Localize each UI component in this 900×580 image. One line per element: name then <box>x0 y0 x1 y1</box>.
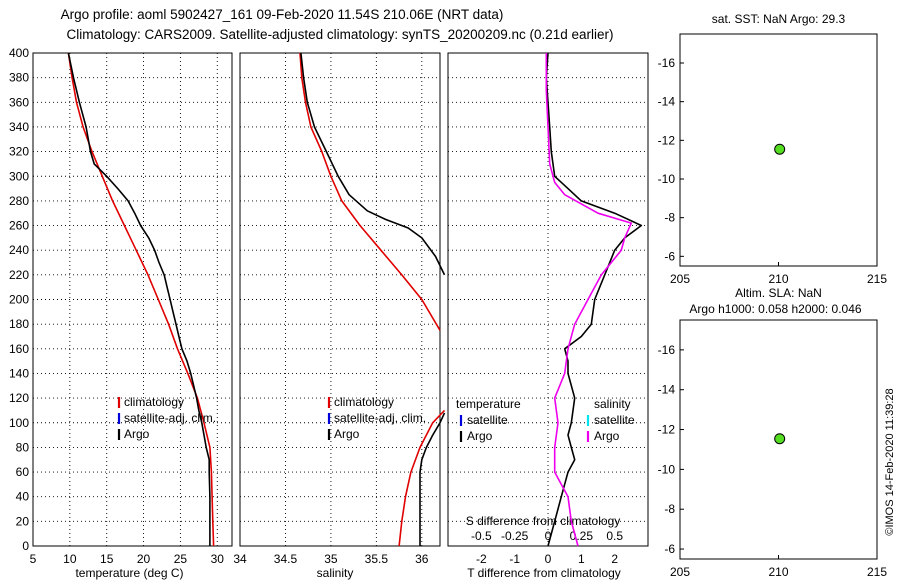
temperature-x-tick-label: 30 <box>211 552 225 566</box>
legend-label: satellite <box>467 413 508 427</box>
title-line-1: Argo profile: aoml 5902427_161 09-Feb-20… <box>61 7 504 22</box>
depth-tick-label: 60 <box>16 465 30 479</box>
sla-y-tick-label: -10 <box>658 462 676 476</box>
salinity-series-argo <box>419 412 446 546</box>
salinity-x-tick-label: 35.5 <box>365 552 389 566</box>
sla-title: Altim. SLA: NaN <box>735 286 822 300</box>
sst-y-tick-label: -8 <box>664 211 675 225</box>
depth-tick-label: 300 <box>9 169 29 183</box>
sla-y-tick-label: -16 <box>658 343 676 357</box>
sla-y-tick-label: -6 <box>664 542 675 556</box>
temperature-x-tick-label: 25 <box>174 552 188 566</box>
temperature-x-axis-label: temperature (deg C) <box>75 566 183 580</box>
sla-x-tick-label: 210 <box>768 565 788 579</box>
sst-y-tick-label: -10 <box>658 172 676 186</box>
salinity-series-climatology <box>398 409 446 547</box>
salinity-x-tick-label: 35 <box>324 552 338 566</box>
depth-tick-label: 400 <box>9 46 29 60</box>
sst-x-tick-label: 215 <box>867 272 887 286</box>
difference-s-tick-label: -0.25 <box>501 529 529 543</box>
temperature-x-tick-label: 5 <box>30 552 37 566</box>
temperature-x-tick-label: 10 <box>63 552 77 566</box>
difference-x-tick-label: -1 <box>509 552 520 566</box>
difference-x-tick-label: 1 <box>578 552 585 566</box>
depth-tick-label: 280 <box>9 194 29 208</box>
legend-label: Argo <box>334 427 360 441</box>
depth-tick-label: 220 <box>9 268 29 282</box>
sst-y-tick-label: -16 <box>658 56 676 70</box>
sst-x-tick-label: 205 <box>670 272 690 286</box>
legend-label: satellite-adj. clim. <box>334 411 426 425</box>
sst-x-tick-label: 210 <box>768 272 788 286</box>
depth-tick-label: 40 <box>16 490 30 504</box>
difference-s-tick-label: 0.5 <box>606 529 623 543</box>
difference-x-tick-label: -2 <box>476 552 487 566</box>
difference-s-tick-label: 0 <box>545 529 552 543</box>
salinity-x-tick-label: 36 <box>415 552 429 566</box>
temperature-x-tick-label: 15 <box>100 552 114 566</box>
legend-label: Argo <box>467 429 493 443</box>
temperature-x-tick-label: 20 <box>137 552 151 566</box>
depth-tick-label: 20 <box>16 514 30 528</box>
sla-x-tick-label: 205 <box>670 565 690 579</box>
salinity-x-tick-label: 34.5 <box>274 552 298 566</box>
temperature-axes <box>32 52 233 547</box>
sst-y-tick-label: -14 <box>658 95 676 109</box>
sla-subtitle: Argo h1000: 0.058 h2000: 0.046 <box>689 302 861 316</box>
depth-tick-label: 260 <box>9 219 29 233</box>
depth-tick-label: 340 <box>9 120 29 134</box>
depth-tick-label: 380 <box>9 71 29 85</box>
legend-label: Argo <box>124 427 150 441</box>
depth-tick-label: 360 <box>9 95 29 109</box>
sla-x-tick-label: 215 <box>867 565 887 579</box>
depth-tick-label: 120 <box>9 391 29 405</box>
sst-y-tick-label: -12 <box>658 133 676 147</box>
sla-y-tick-label: -14 <box>658 383 676 397</box>
legend-title: temperature <box>456 397 521 411</box>
sst-y-tick-label: -6 <box>664 249 675 263</box>
depth-tick-label: 320 <box>9 145 29 159</box>
temperature-series-climatology <box>67 52 215 547</box>
difference-s-tick-label: -0.5 <box>471 529 492 543</box>
sla-position-point <box>774 433 786 445</box>
depth-tick-label: 100 <box>9 416 29 430</box>
depth-tick-label: 80 <box>16 440 30 454</box>
depth-tick-label: 0 <box>22 539 29 553</box>
watermark: ©IMOS 14-Feb-2020 11:39:28 <box>884 388 896 535</box>
sst-title: sat. SST: NaN Argo: 29.3 <box>712 12 846 26</box>
legend-label: climatology <box>124 395 184 409</box>
temperature-plot-frame <box>32 52 233 547</box>
difference-x-axis-label: T difference from climatology <box>467 566 621 580</box>
depth-tick-label: 200 <box>9 293 29 307</box>
difference-x-tick-label: 0 <box>545 552 552 566</box>
depth-tick-label: 140 <box>9 366 29 380</box>
sla-y-tick-label: -8 <box>664 502 675 516</box>
difference-s-axis-label: S difference from climatology <box>466 514 621 528</box>
difference-series-t-difference-argo <box>545 52 643 547</box>
sst-position-point <box>774 143 786 155</box>
temperature-series-argo <box>67 52 211 546</box>
depth-tick-label: 240 <box>9 243 29 257</box>
difference-x-tick-label: 2 <box>611 552 618 566</box>
legend-label: satellite-adj. clim. <box>124 411 216 425</box>
salinity-series-climatology-deep <box>299 52 441 331</box>
legend-label: satellite <box>594 413 635 427</box>
legend-label: climatology <box>334 395 394 409</box>
depth-tick-label: 180 <box>9 317 29 331</box>
salinity-x-tick-label: 34 <box>233 552 247 566</box>
salinity-axes <box>239 52 441 547</box>
difference-series-s-difference-argo <box>545 53 633 547</box>
salinity-series-argo-deep <box>300 52 446 276</box>
legend-title: salinity <box>594 397 631 411</box>
salinity-x-axis-label: salinity <box>317 566 354 580</box>
legend-label: Argo <box>594 429 620 443</box>
sla-y-tick-label: -12 <box>658 423 676 437</box>
title-line-2: Climatology: CARS2009. Satellite-adjuste… <box>66 27 613 42</box>
depth-tick-label: 160 <box>9 342 29 356</box>
